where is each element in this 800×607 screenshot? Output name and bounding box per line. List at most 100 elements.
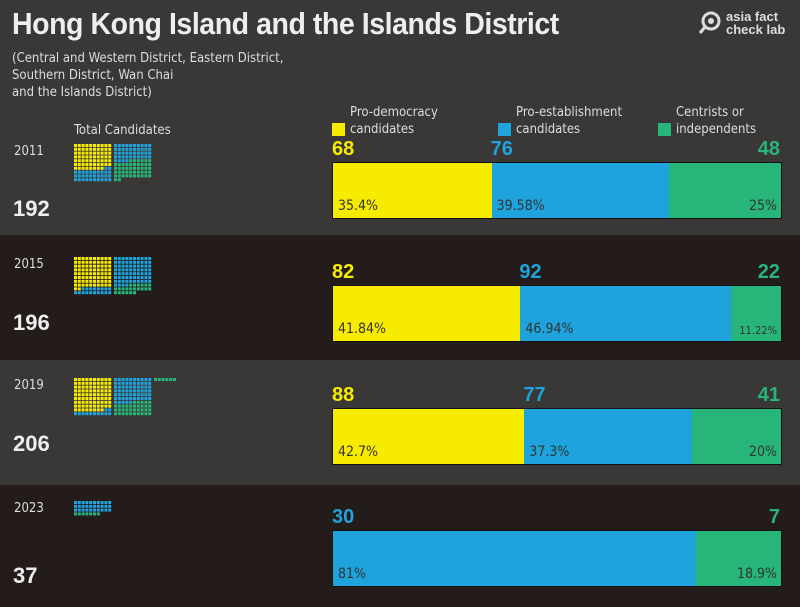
waffle-dot bbox=[93, 144, 96, 147]
waffle-dot bbox=[140, 264, 144, 268]
waffle-dot bbox=[89, 408, 93, 412]
waffle-dot bbox=[133, 276, 136, 279]
waffle-dot bbox=[140, 151, 144, 155]
waffle-dot bbox=[77, 412, 81, 416]
waffle-dot bbox=[125, 163, 129, 166]
waffle-dot bbox=[74, 166, 77, 170]
subtitle-line: and the Islands District) bbox=[12, 85, 152, 100]
waffle-dot bbox=[108, 163, 112, 166]
waffle-dot bbox=[125, 381, 129, 385]
waffle-dot bbox=[74, 147, 77, 151]
waffle-dot bbox=[93, 279, 96, 283]
waffle-dot bbox=[133, 397, 136, 400]
waffle-dot bbox=[125, 272, 129, 276]
waffle-dot bbox=[93, 268, 96, 272]
waffle-dot bbox=[89, 170, 93, 174]
waffle-dot bbox=[104, 163, 108, 166]
waffle-dot bbox=[93, 163, 96, 166]
waffle-dot bbox=[74, 404, 77, 408]
waffle-dot bbox=[136, 144, 140, 147]
waffle-dot bbox=[96, 283, 100, 287]
waffle-dot bbox=[74, 257, 77, 260]
waffle-dot bbox=[74, 272, 77, 276]
waffle-dot bbox=[108, 389, 112, 393]
year-label: 2015 bbox=[14, 257, 44, 272]
waffle-dot bbox=[161, 378, 165, 381]
waffle-dot bbox=[117, 170, 121, 174]
waffle-dot bbox=[136, 257, 140, 260]
waffle-dot bbox=[100, 268, 104, 272]
waffle-dot bbox=[136, 389, 140, 393]
waffle-dot bbox=[89, 397, 93, 400]
waffle-dot bbox=[108, 147, 112, 151]
waffle-dot bbox=[108, 272, 112, 276]
bar-segment: 81% bbox=[333, 531, 697, 586]
legend-centrists: Centrists or independents bbox=[658, 104, 756, 138]
waffle-dot bbox=[77, 166, 81, 170]
waffle-dot bbox=[100, 291, 104, 295]
waffle-dot bbox=[136, 264, 140, 268]
percent-label: 42.7% bbox=[338, 444, 379, 460]
waffle-dot bbox=[81, 279, 85, 283]
waffle-dot bbox=[85, 291, 89, 295]
waffle-dot bbox=[121, 166, 125, 170]
count-label: 48 bbox=[757, 138, 780, 160]
waffle-dot bbox=[100, 389, 104, 393]
waffle-dot bbox=[85, 155, 89, 159]
magnifier-logo-icon bbox=[698, 11, 721, 34]
waffle-dot bbox=[140, 283, 144, 287]
waffle-dot bbox=[93, 283, 96, 287]
waffle-dot bbox=[77, 276, 81, 279]
waffle-dot bbox=[104, 174, 108, 178]
waffle-dot bbox=[81, 170, 85, 174]
waffle-dot bbox=[117, 412, 121, 416]
waffle-dot bbox=[133, 408, 136, 412]
waffle-dot bbox=[89, 283, 93, 287]
waffle-dot bbox=[89, 404, 93, 408]
waffle-dot bbox=[96, 170, 100, 174]
waffle-dot bbox=[148, 287, 152, 291]
waffle-dot bbox=[148, 279, 152, 283]
waffle-dot bbox=[108, 178, 112, 182]
waffle-dot bbox=[148, 144, 152, 147]
waffle-dot bbox=[148, 393, 152, 397]
waffle-dot bbox=[173, 378, 176, 381]
waffle-dot bbox=[96, 155, 100, 159]
waffle-dot bbox=[74, 501, 77, 504]
waffle-dot bbox=[133, 287, 136, 291]
waffle-dot bbox=[108, 155, 112, 159]
waffle-dot bbox=[144, 163, 148, 166]
waffle-dot bbox=[121, 404, 125, 408]
waffle-dot bbox=[125, 155, 129, 159]
waffle-dot bbox=[74, 144, 77, 147]
waffle-dot bbox=[96, 163, 100, 166]
waffle-dot bbox=[96, 257, 100, 260]
percent-label: 25% bbox=[748, 198, 777, 214]
waffle-dot bbox=[136, 276, 140, 279]
waffle-dot bbox=[148, 381, 152, 385]
waffle-dot bbox=[108, 508, 112, 512]
waffle-dot bbox=[100, 174, 104, 178]
waffle-dot bbox=[85, 287, 89, 291]
bar-segment: 35.4% bbox=[333, 163, 492, 218]
waffle-chart bbox=[74, 378, 176, 416]
waffle-dot bbox=[81, 400, 85, 404]
waffle-dot bbox=[104, 178, 108, 182]
waffle-dot bbox=[133, 166, 136, 170]
waffle-dot bbox=[85, 381, 89, 385]
waffle-dot bbox=[136, 272, 140, 276]
waffle-dot bbox=[125, 287, 129, 291]
percent-label: 41.84% bbox=[338, 321, 387, 337]
waffle-dot bbox=[93, 504, 96, 508]
waffle-dot bbox=[93, 151, 96, 155]
waffle-dot bbox=[93, 159, 96, 163]
waffle-dot bbox=[117, 287, 121, 291]
waffle-dot bbox=[129, 155, 133, 159]
legend-label: Pro-establishment bbox=[516, 105, 623, 120]
waffle-dot bbox=[129, 378, 133, 381]
waffle-dot bbox=[89, 287, 93, 291]
waffle-dot bbox=[104, 381, 108, 385]
waffle-dot bbox=[108, 151, 112, 155]
legend-label: candidates bbox=[516, 122, 581, 137]
waffle-dot bbox=[125, 404, 129, 408]
